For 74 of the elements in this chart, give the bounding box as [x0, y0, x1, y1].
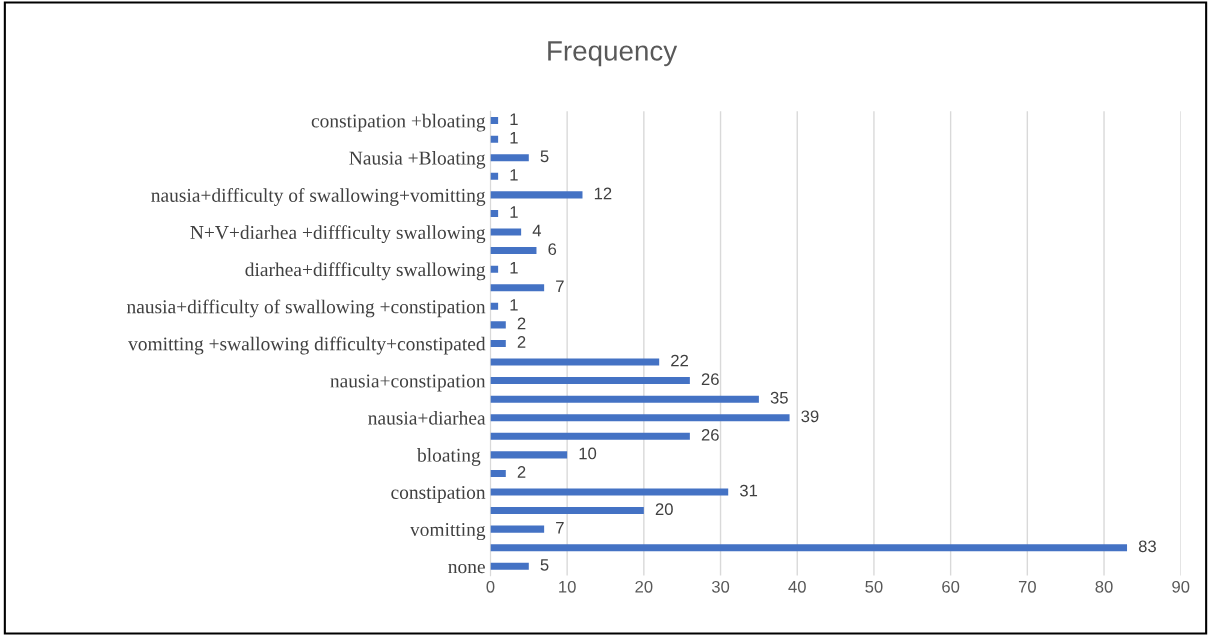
- bar: [490, 358, 660, 366]
- bar: [490, 525, 545, 533]
- data-label: 39: [801, 410, 819, 423]
- bar: [490, 562, 529, 570]
- x-tick-label: 70: [1018, 580, 1036, 593]
- x-tick-label: 60: [942, 580, 960, 593]
- bar: [490, 247, 537, 255]
- data-label: 2: [517, 466, 526, 478]
- data-label: 5: [540, 150, 549, 163]
- data-label: 7: [556, 280, 564, 293]
- data-label: 2: [517, 336, 526, 348]
- y-tick-label: nausia+diarhea: [368, 410, 486, 425]
- data-label: 31: [739, 484, 758, 497]
- data-label: 1: [510, 132, 518, 144]
- bar: [490, 414, 790, 422]
- bar: [490, 154, 529, 162]
- bar: [490, 395, 759, 403]
- data-label: 5: [540, 559, 549, 571]
- y-tick-label: constipation +bloating: [311, 113, 486, 132]
- bar: [490, 265, 499, 273]
- data-label: 26: [701, 428, 719, 441]
- data-label: 35: [770, 391, 788, 404]
- data-label: 1: [510, 299, 518, 311]
- data-label: 20: [655, 503, 673, 516]
- bar: [490, 321, 506, 329]
- bar: [490, 302, 499, 310]
- data-label: 26: [701, 373, 719, 386]
- x-tick-label: 30: [711, 580, 730, 593]
- data-label: 1: [510, 262, 518, 274]
- bar: [490, 228, 522, 236]
- bar: [490, 339, 506, 347]
- chart-title: Frequency: [548, 41, 678, 67]
- y-tick-label: N+V+diarhea +diffficulty swallowing: [190, 225, 486, 244]
- x-tick-label: 0: [486, 580, 495, 593]
- y-tick-label: nausia+constipation: [330, 374, 486, 392]
- y-tick-label: nausia+difficulty of swallowing +constipation: [126, 299, 486, 318]
- y-tick-label: constipation: [391, 485, 486, 503]
- x-tick-label: 20: [635, 580, 653, 593]
- data-label: 22: [671, 354, 688, 367]
- bar: [490, 432, 690, 440]
- y-tick-label: diarhea+diffficulty swallowing: [245, 262, 486, 281]
- data-label: 10: [579, 447, 597, 460]
- x-tick-label: 10: [559, 580, 576, 593]
- bar: [490, 209, 499, 217]
- data-label: 83: [1138, 540, 1156, 553]
- y-tick-label: bloating: [417, 448, 481, 466]
- x-tick-label: 40: [788, 580, 806, 593]
- bar: [490, 172, 499, 180]
- bar: [490, 469, 506, 477]
- data-label: 2: [517, 317, 526, 330]
- bar: [490, 191, 583, 199]
- x-tick-label: 80: [1095, 580, 1113, 593]
- y-tick-label: vomitting +swallowing difficulty+constipated: [128, 336, 486, 355]
- bar: [490, 284, 545, 292]
- bar: [490, 488, 729, 496]
- bar: [490, 451, 568, 459]
- data-label: 1: [510, 169, 518, 181]
- data-label: 12: [594, 187, 612, 200]
- data-label: 1: [510, 113, 518, 125]
- bar: [490, 377, 690, 385]
- x-tick-label: 50: [865, 580, 883, 593]
- data-label: 1: [510, 206, 518, 218]
- y-tick-label: none: [448, 563, 485, 574]
- bar: [490, 507, 644, 515]
- x-tick-label: 90: [1172, 580, 1190, 593]
- y-tick-label: Nausia +Bloating: [349, 150, 486, 169]
- bar: [490, 135, 499, 143]
- bar: [490, 117, 499, 125]
- bar: [490, 544, 1128, 552]
- y-tick-label: vomitting: [409, 523, 486, 541]
- data-label: 6: [548, 243, 557, 256]
- data-label: 7: [556, 522, 564, 534]
- data-label: 4: [532, 224, 542, 237]
- y-tick-label: nausia+difficulty of swallowing+vomitting: [151, 188, 486, 206]
